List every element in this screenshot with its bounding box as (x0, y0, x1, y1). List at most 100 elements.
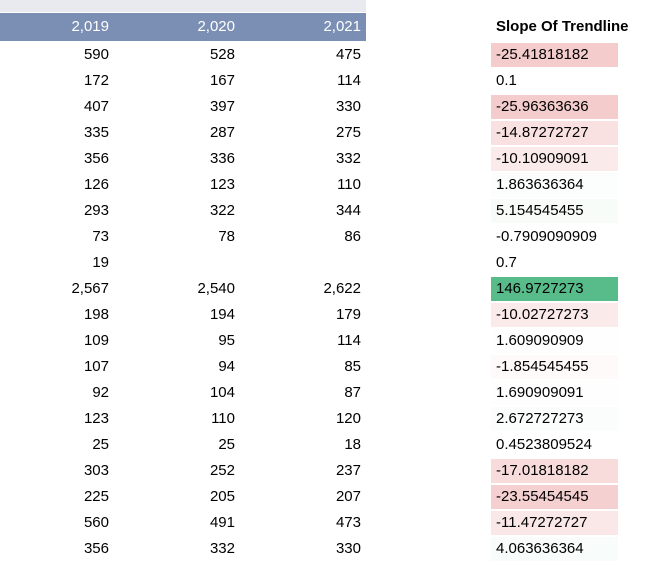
cell-2021[interactable]: 275 (335, 124, 361, 141)
table-row: 335 287 275 -14.87272727 (0, 120, 654, 146)
cell-2019[interactable]: 590 (83, 46, 109, 63)
cell-2021[interactable]: 473 (335, 514, 361, 531)
cell-2020[interactable]: 205 (209, 488, 235, 505)
cell-slope[interactable]: -0.7909090909 (491, 225, 618, 249)
cell-slope[interactable]: 1.690909091 (491, 381, 618, 405)
table-row: 123 110 120 2.672727273 (0, 406, 654, 432)
cell-2021[interactable]: 18 (344, 436, 361, 453)
cell-slope[interactable]: -10.02727273 (491, 303, 618, 327)
cell-2019[interactable]: 172 (83, 72, 109, 89)
cell-2021[interactable]: 120 (335, 410, 361, 427)
cell-2021[interactable]: 475 (335, 46, 361, 63)
table-row: 560 491 473 -11.47272727 (0, 510, 654, 536)
header-year-2020[interactable]: 2,020 (197, 18, 235, 35)
cell-2020[interactable]: 104 (209, 384, 235, 401)
header-year-2021[interactable]: 2,021 (323, 18, 361, 35)
cell-2019[interactable]: 303 (83, 462, 109, 479)
cell-slope[interactable]: -1.854545455 (491, 355, 618, 379)
cell-2019[interactable]: 356 (83, 540, 109, 557)
cell-2020[interactable]: 397 (209, 98, 235, 115)
cell-slope[interactable]: -23.55454545 (491, 485, 618, 509)
cell-2021[interactable]: 344 (335, 202, 361, 219)
cell-2020[interactable]: 95 (218, 332, 235, 349)
table-row: 303 252 237 -17.01818182 (0, 458, 654, 484)
cell-slope[interactable]: -17.01818182 (491, 459, 618, 483)
cell-2021[interactable]: 179 (335, 306, 361, 323)
cell-2021[interactable]: 330 (335, 540, 361, 557)
cell-slope[interactable]: 0.4523809524 (491, 433, 618, 457)
cell-slope[interactable]: -14.87272727 (491, 121, 618, 145)
table-row: 107 94 85 -1.854545455 (0, 354, 654, 380)
cell-slope[interactable]: -25.41818182 (491, 43, 618, 67)
cell-2019[interactable]: 73 (92, 228, 109, 245)
cell-slope[interactable]: 146.9727273 (491, 277, 618, 301)
cell-2019[interactable]: 198 (83, 306, 109, 323)
cell-2019[interactable]: 407 (83, 98, 109, 115)
cell-2020[interactable]: 194 (209, 306, 235, 323)
cell-2019[interactable]: 19 (92, 254, 109, 271)
cell-2019[interactable]: 2,567 (71, 280, 109, 297)
cell-2021[interactable]: 87 (344, 384, 361, 401)
cell-2021[interactable]: 237 (335, 462, 361, 479)
table-row: 590 528 475 -25.41818182 (0, 42, 654, 68)
cell-slope[interactable]: 1.609090909 (491, 329, 618, 353)
cell-2020[interactable]: 332 (209, 540, 235, 557)
table-row: 356 336 332 -10.10909091 (0, 146, 654, 172)
cell-2021[interactable]: 330 (335, 98, 361, 115)
cell-2021[interactable]: 110 (337, 176, 361, 193)
cell-2020[interactable] (126, 250, 235, 276)
cell-slope[interactable]: -25.96363636 (491, 95, 618, 119)
cell-slope[interactable]: 0.7 (491, 251, 618, 275)
table-row: 356 332 330 4.063636364 (0, 536, 654, 562)
cell-2020[interactable]: 2,540 (197, 280, 235, 297)
cell-slope[interactable]: 5.154545455 (491, 199, 618, 223)
cell-2020[interactable]: 491 (209, 514, 235, 531)
cell-2020[interactable]: 94 (218, 358, 235, 375)
cell-2019[interactable]: 335 (83, 124, 109, 141)
cell-2021[interactable]: 2,622 (323, 280, 361, 297)
table-row: 25 25 18 0.4523809524 (0, 432, 654, 458)
cell-2020[interactable]: 322 (209, 202, 235, 219)
cell-slope[interactable]: 0.1 (491, 69, 618, 93)
cell-2021[interactable]: 114 (337, 72, 361, 89)
cell-2020[interactable]: 167 (209, 72, 235, 89)
cell-2019[interactable]: 126 (83, 176, 109, 193)
cell-2019[interactable]: 92 (92, 384, 109, 401)
cell-2021[interactable]: 207 (335, 488, 361, 505)
cell-2019[interactable]: 109 (83, 332, 109, 349)
cell-2019[interactable]: 293 (83, 202, 109, 219)
table-row: 225 205 207 -23.55454545 (0, 484, 654, 510)
cell-2020[interactable]: 110 (211, 410, 235, 427)
cell-2020[interactable]: 25 (218, 436, 235, 453)
cell-slope[interactable]: 2.672727273 (491, 407, 618, 431)
cell-2020[interactable]: 78 (218, 228, 235, 245)
cell-2019[interactable]: 25 (92, 436, 109, 453)
cell-2019[interactable]: 123 (83, 410, 109, 427)
cell-slope[interactable]: 4.063636364 (491, 537, 618, 561)
cell-2019[interactable]: 356 (83, 150, 109, 167)
cell-2021[interactable] (252, 250, 361, 276)
slope-of-trendline-header[interactable]: Slope Of Trendline (496, 18, 629, 35)
cell-slope[interactable]: -11.47272727 (491, 511, 618, 535)
cell-2021[interactable]: 85 (344, 358, 361, 375)
cell-2020[interactable]: 528 (209, 46, 235, 63)
cell-slope[interactable]: 1.863636364 (491, 173, 618, 197)
data-rows: 590 528 475 -25.41818182 172 167 114 0.1 407 397 3… (0, 42, 654, 562)
cell-slope[interactable]: -10.10909091 (491, 147, 618, 171)
cell-2019[interactable]: 560 (83, 514, 109, 531)
cell-2020[interactable]: 123 (209, 176, 235, 193)
table-row: 19 0.7 (0, 250, 654, 276)
cell-2019[interactable]: 107 (83, 358, 109, 375)
table-row: 293 322 344 5.154545455 (0, 198, 654, 224)
table-row: 407 397 330 -25.96363636 (0, 94, 654, 120)
cell-2021[interactable]: 332 (335, 150, 361, 167)
year-header-row: 2,019 2,020 2,021 (0, 13, 366, 41)
cell-2021[interactable]: 86 (344, 228, 361, 245)
frozen-header-strip (0, 0, 366, 12)
cell-2020[interactable]: 336 (209, 150, 235, 167)
cell-2019[interactable]: 225 (83, 488, 109, 505)
header-year-2019[interactable]: 2,019 (71, 18, 109, 35)
cell-2021[interactable]: 114 (337, 332, 361, 349)
cell-2020[interactable]: 287 (209, 124, 235, 141)
cell-2020[interactable]: 252 (209, 462, 235, 479)
